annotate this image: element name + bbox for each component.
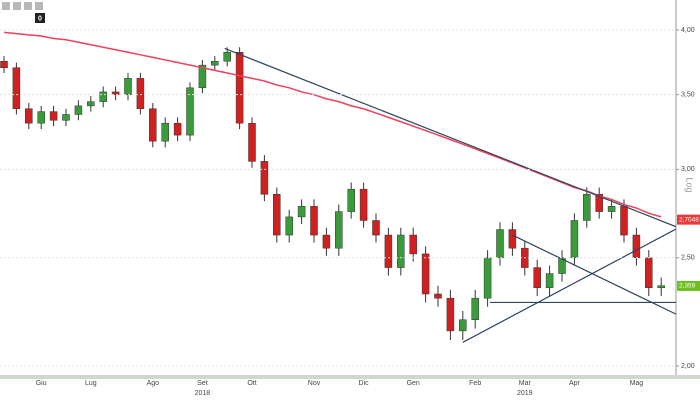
candle-body [99, 91, 107, 102]
candle-body [136, 78, 145, 109]
tool-icon[interactable] [24, 2, 32, 10]
x-tick-label: Nov [308, 380, 321, 387]
candle-body [459, 319, 467, 332]
y-tick-label: 3,00 [681, 166, 695, 173]
moving-average [3, 31, 662, 218]
candle-body [322, 234, 331, 249]
candle-body [74, 105, 83, 115]
candle-body [186, 87, 194, 136]
candle-body [0, 60, 8, 68]
candle-body [161, 122, 169, 142]
candle-body [235, 52, 244, 124]
candle-body [335, 211, 343, 249]
y-tick-label: 2,00 [681, 363, 695, 370]
tool-icon[interactable] [13, 2, 21, 10]
candle-body [570, 220, 579, 259]
candle-body [421, 253, 430, 295]
trendline [462, 228, 676, 343]
x-tick-label: Feb [469, 380, 481, 387]
price-tag [677, 280, 700, 291]
tool-icon[interactable] [2, 2, 10, 10]
candle-body [434, 293, 442, 299]
x-tick-label: Mag [630, 380, 644, 387]
x-tick-label: Ott [247, 380, 256, 387]
candle-body [149, 108, 157, 142]
candle-body [173, 122, 182, 136]
candle-body [87, 101, 95, 107]
candle-body [545, 273, 554, 289]
candle-body [632, 234, 641, 259]
trendline [224, 47, 676, 228]
candle-body [37, 111, 45, 124]
candle-body [49, 111, 58, 121]
x-tick-label: Dic [359, 380, 370, 387]
x-tick-label: Giu [36, 380, 47, 387]
candle-body [211, 60, 219, 66]
year-label: 2018 [195, 390, 211, 397]
tool-icon[interactable] [35, 2, 43, 10]
price-tag-label: 2,7048 [679, 216, 699, 223]
candle-body [260, 161, 269, 195]
axis-label: Log [685, 177, 695, 192]
candle-body [471, 297, 479, 320]
candle-body [483, 257, 492, 299]
candle-body [285, 216, 293, 236]
candle-body [25, 108, 33, 124]
x-tick-label: Gen [407, 380, 420, 387]
candle-body [607, 206, 616, 212]
candle-body [397, 234, 405, 268]
candle-body [124, 78, 132, 95]
candle-body [620, 206, 628, 236]
candle-body [273, 194, 281, 236]
candle-body [248, 122, 256, 162]
x-tick-label: Ago [147, 380, 160, 387]
candle-body [446, 297, 455, 332]
candle-body [310, 206, 318, 236]
candle-body [297, 206, 306, 218]
candle-body [409, 234, 417, 255]
price-tag-label: 2,359 [679, 283, 696, 290]
x-tick-label: Mar [519, 380, 532, 387]
toolbar: 0 [2, 2, 45, 23]
candle-body [384, 234, 393, 268]
candle-body [359, 188, 368, 221]
candle-body [583, 194, 591, 221]
candle-body [62, 114, 70, 121]
candle-body [645, 257, 653, 289]
candle-body [496, 229, 504, 259]
candle-body [372, 220, 380, 236]
x-tick-label: Set [197, 380, 208, 387]
timeline-strip [0, 375, 700, 379]
y-tick-label: 4,00 [681, 27, 695, 34]
candle-body [111, 91, 120, 95]
candle-body [595, 194, 603, 212]
price-tag [677, 214, 700, 225]
count: 0 [38, 15, 42, 22]
y-tick-label: 2,50 [681, 255, 695, 262]
year-label: 2019 [517, 390, 533, 397]
candle-body [223, 52, 231, 62]
count-box [35, 13, 45, 23]
plot [0, 31, 676, 343]
x-tick-label: Apr [569, 380, 581, 387]
candle-body [533, 267, 541, 289]
candle-body [508, 229, 517, 249]
candle-body [657, 285, 665, 289]
candle-body [12, 67, 21, 109]
x-tick-label: Lug [85, 380, 97, 387]
candle-body [198, 64, 207, 89]
candle-body [347, 188, 355, 212]
y-tick-label: 3,50 [681, 92, 695, 99]
